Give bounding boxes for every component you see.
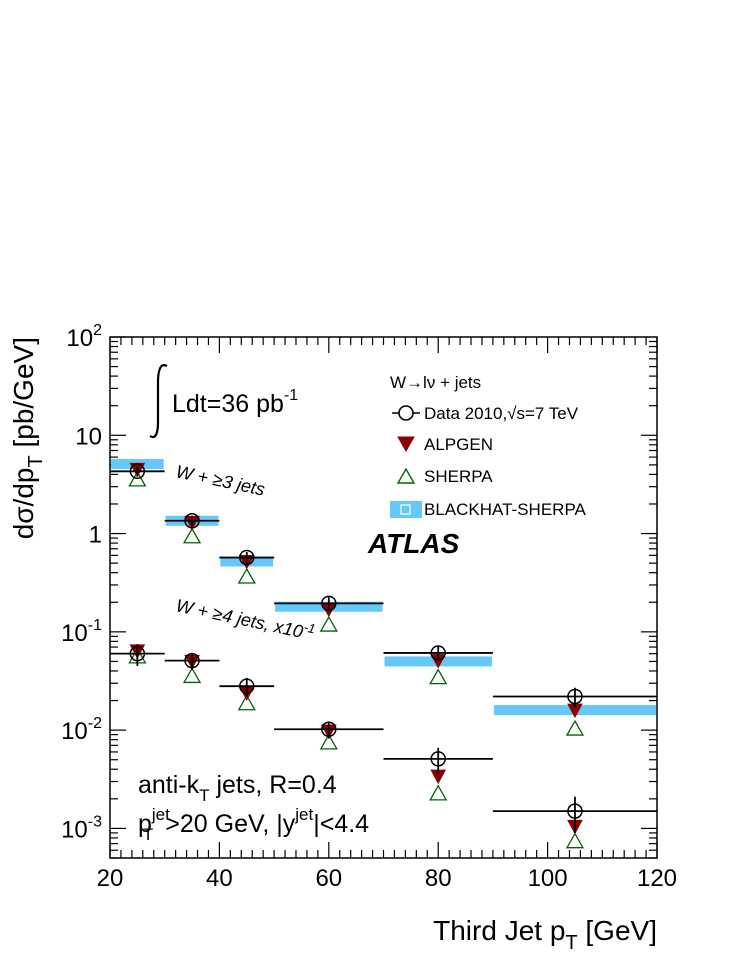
integral-sign <box>149 364 168 439</box>
x-tick-label: 40 <box>206 865 233 892</box>
y-tick-labels: 102 10 1 10-1 10-2 10-3 <box>61 322 102 843</box>
sherpa-point-w4 <box>182 667 202 684</box>
legend-entry-alpgen: ALPGEN <box>397 435 493 454</box>
y-tick-label: 10 <box>75 423 102 450</box>
axis-ticks <box>109 336 658 859</box>
x-tick-label: 20 <box>97 865 124 892</box>
legend-entry-sherpa: SHERPA <box>396 467 493 486</box>
sherpa-point-w4 <box>429 784 448 801</box>
lumi-annotation: Ldt=36 pb-1 <box>149 364 298 439</box>
y-axis-label: dσ/dpT [pb/GeV] <box>8 337 47 539</box>
data-point-w4 <box>567 803 583 819</box>
cut-annotation: pjet T >20 GeV, |yjet|<4.4 <box>138 805 369 844</box>
label-4jets: W + ≥4 jets, x10-1 <box>174 592 317 644</box>
label-3jets: W + ≥3 jets <box>174 461 267 499</box>
blackhat-bands <box>111 459 656 716</box>
data-point-w4 <box>129 645 146 662</box>
sherpa-point-w3 <box>429 668 448 685</box>
data-point-w4 <box>184 652 200 669</box>
svg-text:SHERPA: SHERPA <box>424 467 493 486</box>
x-tick-label: 80 <box>425 865 452 892</box>
sherpa-point-w4 <box>319 733 338 750</box>
sherpa-point-w3 <box>182 527 202 544</box>
x-tick-labels: 20 40 60 80 100 120 <box>97 865 677 892</box>
svg-text:Data 2010,√s=7 TeV: Data 2010,√s=7 TeV <box>424 404 579 423</box>
x-axis-label: Third Jet pT [GeV] <box>433 915 657 954</box>
sherpa-point-w4 <box>565 832 585 849</box>
x-tick-label: 120 <box>637 865 677 892</box>
data-marks <box>110 462 657 849</box>
y-tick-label: 10-2 <box>61 715 102 745</box>
sherpa-point-w3 <box>237 567 256 584</box>
legend-entry-data: Data 2010,√s=7 TeV <box>392 404 579 423</box>
svg-text:ALPGEN: ALPGEN <box>424 435 493 454</box>
y-tick-label: 1 <box>89 522 102 549</box>
legend-header: W→lν + jets <box>390 373 481 392</box>
algo-annotation: anti-kT jets, R=0.4 <box>138 771 337 805</box>
sherpa-point-w3 <box>319 615 338 632</box>
data-point-w4 <box>321 721 337 738</box>
y-tick-label: 10-1 <box>61 617 102 647</box>
atlas-label: ATLAS <box>367 528 460 559</box>
data-point-w3 <box>321 595 337 612</box>
x-tick-label: 100 <box>528 865 568 892</box>
data-point-w3 <box>184 513 200 529</box>
sherpa-point-w3 <box>565 719 585 736</box>
sherpa-point-w3 <box>128 470 147 487</box>
legend-entry-blackhat: BLACKHAT-SHERPA <box>390 500 587 519</box>
y-tick-label: 10-3 <box>61 813 102 843</box>
svg-text:BLACKHAT-SHERPA: BLACKHAT-SHERPA <box>424 500 587 519</box>
y-tick-label: 102 <box>66 322 102 352</box>
data-point-w4 <box>430 751 446 767</box>
svg-text:Ldt=36 pb-1: Ldt=36 pb-1 <box>172 387 298 418</box>
x-tick-label: 60 <box>315 865 342 892</box>
sherpa-point-w4 <box>237 694 256 711</box>
data-point-w3 <box>239 549 255 566</box>
data-point-w3 <box>567 688 583 705</box>
data-point-w4 <box>239 678 255 694</box>
data-point-w3 <box>129 463 146 480</box>
legend: W→lν + jets Data 2010,√s=7 TeV ALPGEN SH… <box>390 373 587 519</box>
data-point-w3 <box>430 645 446 661</box>
